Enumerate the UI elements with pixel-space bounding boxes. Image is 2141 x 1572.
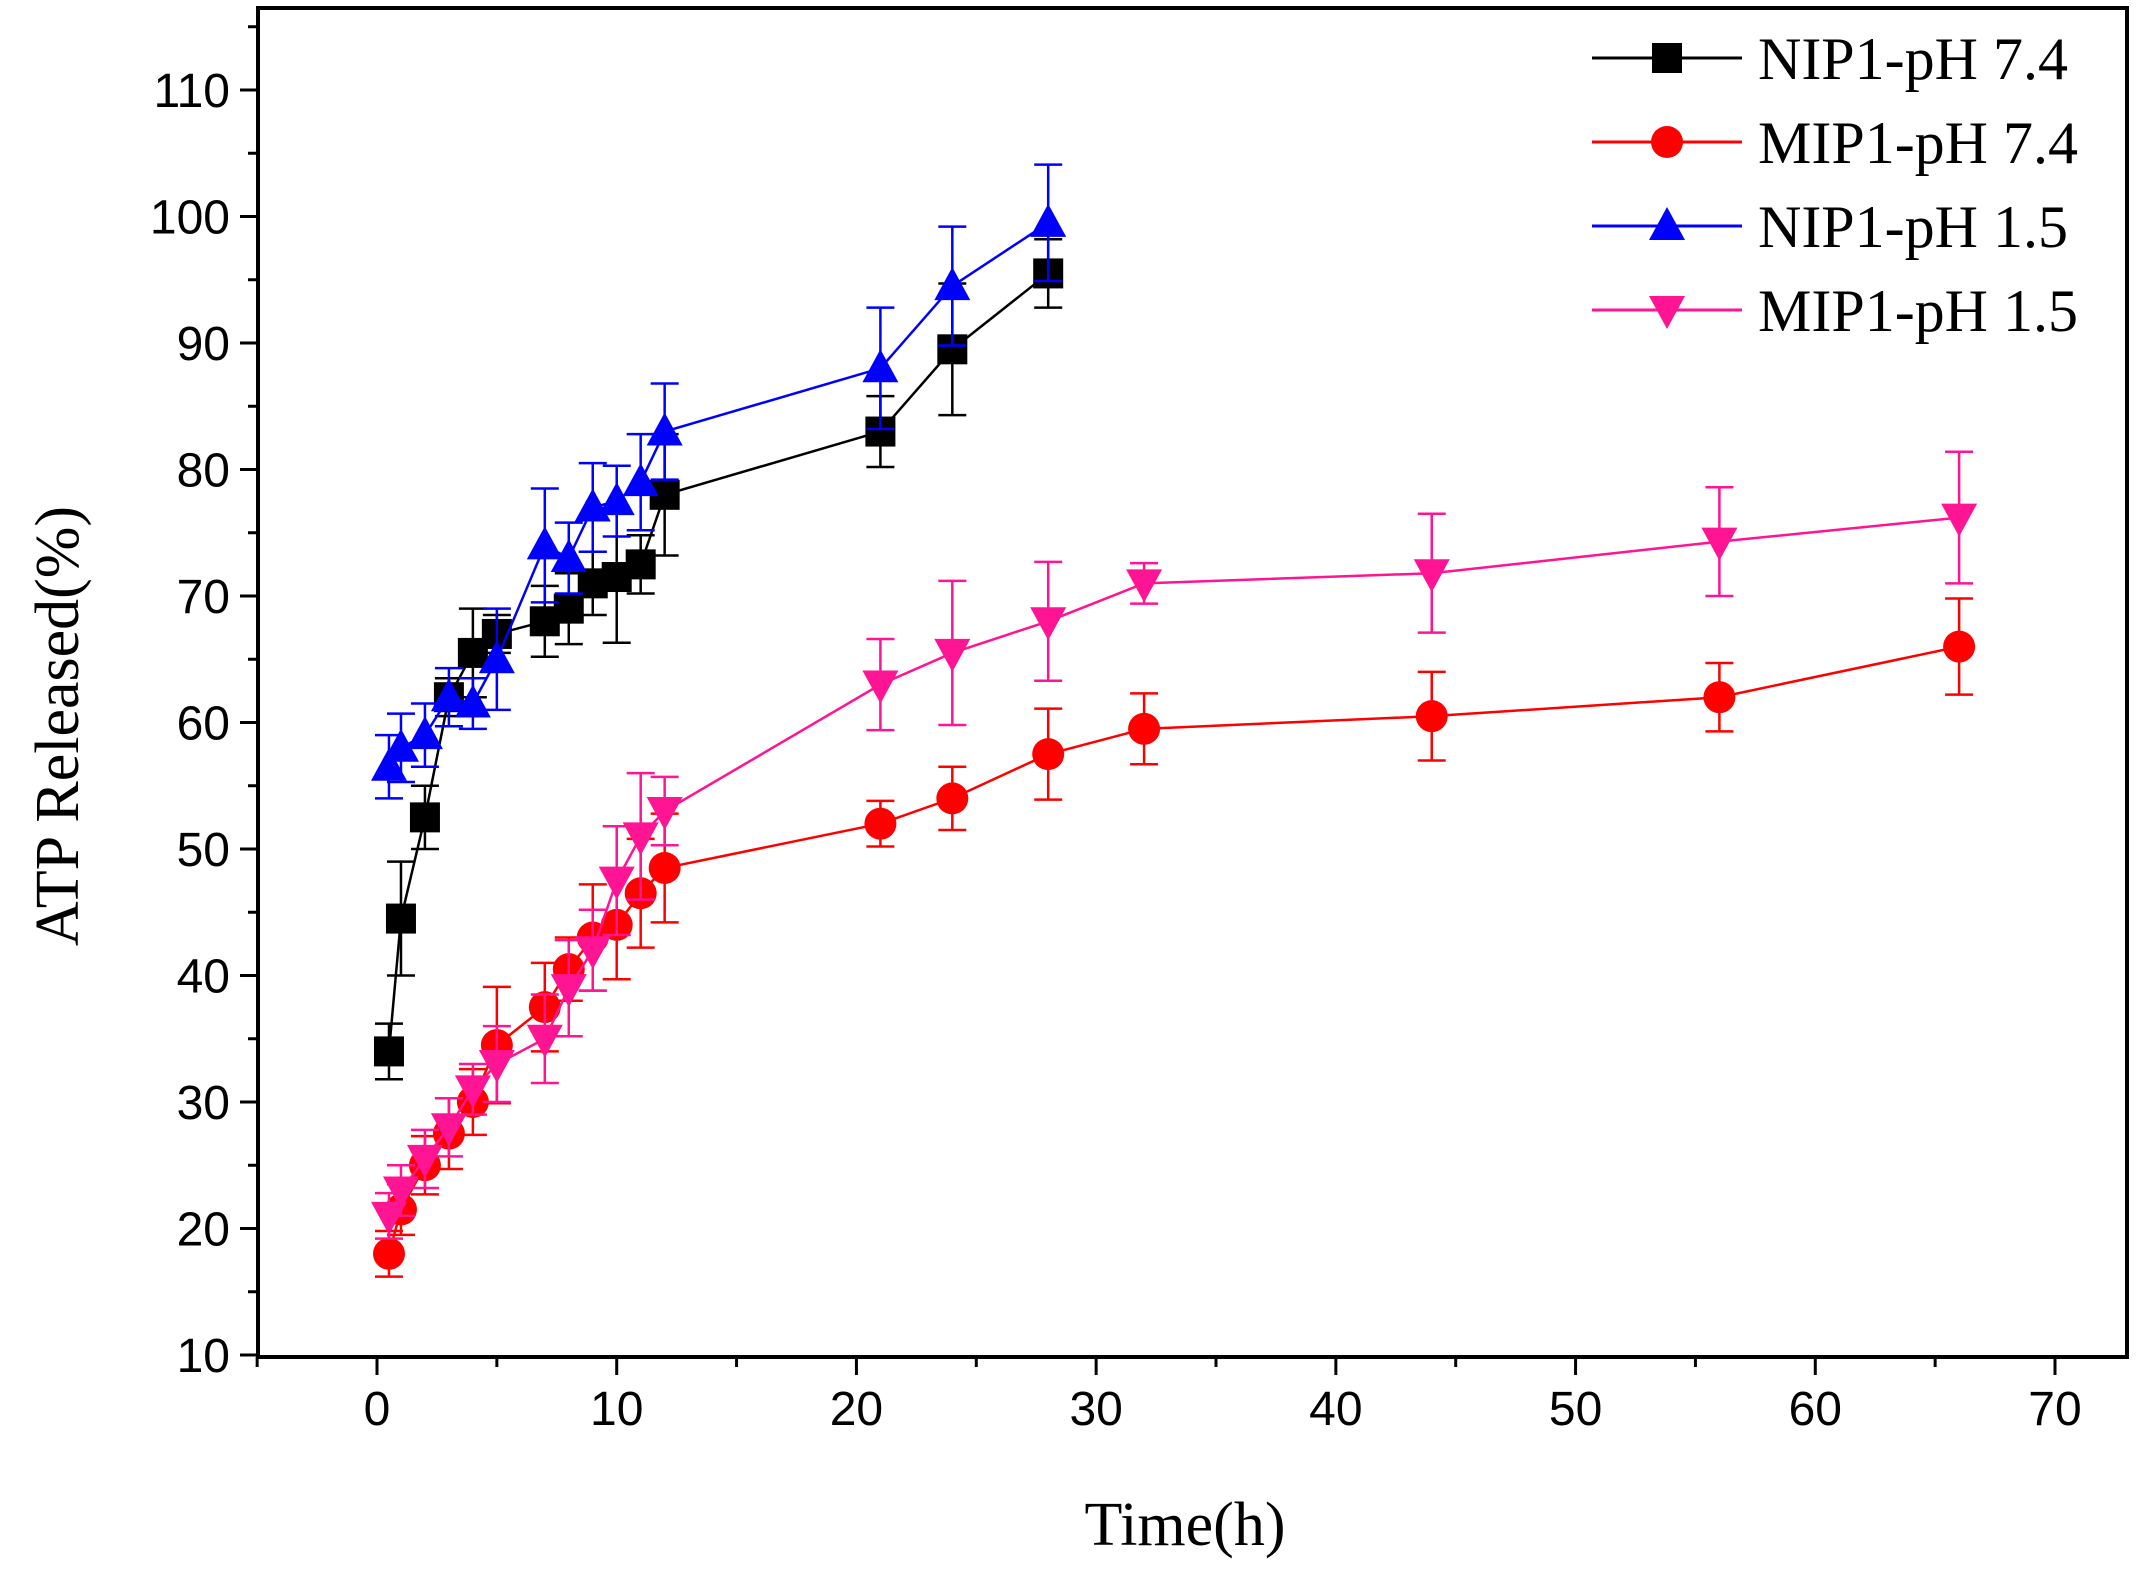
data-point: [553, 593, 584, 624]
data-point: [372, 1237, 405, 1270]
data-point: [454, 1075, 491, 1109]
data-point: [409, 802, 440, 833]
legend: NIP1-pH 7.4 MIP1-pH 7.4 NIP1-pH 1.5 MIP1-pH…: [1592, 26, 2078, 344]
x-axis: 0 10 20 30 40 50 60 70: [255, 1357, 2082, 1436]
data-point: [550, 974, 587, 1008]
y-tick-label: 70: [177, 571, 230, 624]
data-point: [934, 638, 971, 672]
series-mip1-ph-1-5: [370, 450, 1978, 1240]
plot-border: [256, 6, 2129, 1359]
series-nip1-ph-7-4: [373, 238, 1064, 1081]
data-point: [1030, 203, 1067, 237]
data-point: [430, 678, 467, 712]
data-point: [430, 1113, 467, 1147]
x-tick-label: 20: [830, 1383, 883, 1436]
data-point: [574, 936, 611, 970]
data-point: [622, 822, 659, 856]
data-point: [646, 797, 683, 831]
series-nip1-ph-1-5: [370, 163, 1067, 800]
data-point: [406, 1144, 443, 1178]
data-point: [526, 526, 563, 560]
data-point: [370, 747, 407, 781]
data-point: [1415, 700, 1448, 733]
data-point: [936, 782, 969, 815]
x-tick-label: 70: [2028, 1383, 2081, 1436]
y-tick-label: 10: [177, 1330, 230, 1383]
legend-label: NIP1-pH 1.5: [1758, 194, 2068, 260]
data-point: [622, 463, 659, 497]
data-point: [1703, 681, 1736, 714]
data-point: [598, 866, 635, 900]
data-point: [1032, 738, 1065, 771]
y-tick-label: 40: [177, 951, 230, 1004]
y-axis-title: ATP Released(%): [24, 506, 92, 946]
data-point: [406, 716, 443, 750]
legend-label: MIP1-pH 7.4: [1758, 110, 2078, 176]
data-point: [625, 549, 656, 580]
x-tick-label: 30: [1069, 1383, 1122, 1436]
data-point: [862, 670, 899, 704]
legend-marker: [1651, 126, 1683, 158]
data-point: [373, 1036, 404, 1067]
legend-marker: [1649, 207, 1685, 240]
x-axis-title: Time(h): [1085, 1491, 1286, 1559]
data-point: [382, 1176, 419, 1210]
data-point: [864, 807, 897, 840]
data-point: [526, 1024, 563, 1058]
data-point: [648, 851, 681, 884]
x-tick-label: 60: [1789, 1383, 1842, 1436]
x-tick-label: 10: [590, 1383, 643, 1436]
data-point: [646, 412, 683, 446]
legend-item: NIP1-pH 7.4: [1592, 26, 2068, 92]
y-tick-label: 80: [177, 445, 230, 498]
data-point: [1126, 569, 1163, 603]
series-line: [387, 645, 1960, 1255]
y-tick-label: 100: [150, 192, 230, 245]
x-tick-label: 50: [1549, 1383, 1602, 1436]
x-tick-label: 40: [1309, 1383, 1362, 1436]
y-tick-label: 60: [177, 698, 230, 751]
data-point: [478, 640, 515, 674]
data-point: [454, 684, 491, 718]
data-point: [1030, 607, 1067, 641]
data-point: [382, 728, 419, 762]
data-point: [862, 349, 899, 383]
y-tick-label: 20: [177, 1204, 230, 1257]
series-layer: [370, 163, 1978, 1278]
data-point: [1941, 503, 1978, 537]
y-axis: 10 20 30 40 50 60 70 80 90 100 110: [150, 25, 258, 1383]
y-tick-label: 30: [177, 1077, 230, 1130]
x-tick-label: 0: [364, 1383, 391, 1436]
legend-item: NIP1-pH 1.5: [1592, 194, 2068, 260]
data-point: [1128, 712, 1161, 745]
legend-item: MIP1-pH 1.5: [1592, 278, 2078, 344]
legend-label: NIP1-pH 7.4: [1758, 26, 2068, 92]
data-point: [478, 1050, 515, 1084]
data-point: [1413, 559, 1450, 593]
legend-label: MIP1-pH 1.5: [1758, 278, 2078, 344]
data-point: [370, 1201, 407, 1235]
y-tick-label: 110: [153, 65, 230, 118]
data-point: [385, 903, 416, 934]
legend-item: MIP1-pH 7.4: [1592, 110, 2078, 176]
series-mip1-ph-7-4: [372, 597, 1976, 1278]
legend-marker: [1649, 296, 1685, 329]
data-point: [1701, 527, 1738, 561]
data-point: [934, 267, 971, 301]
y-tick-label: 50: [177, 824, 230, 877]
plot-frame: [256, 6, 2129, 1359]
y-tick-label: 90: [177, 318, 230, 371]
series-line: [387, 221, 1049, 768]
data-point: [598, 482, 635, 516]
data-point: [1943, 630, 1976, 663]
data-point: [550, 539, 587, 573]
legend-marker: [1652, 43, 1682, 73]
